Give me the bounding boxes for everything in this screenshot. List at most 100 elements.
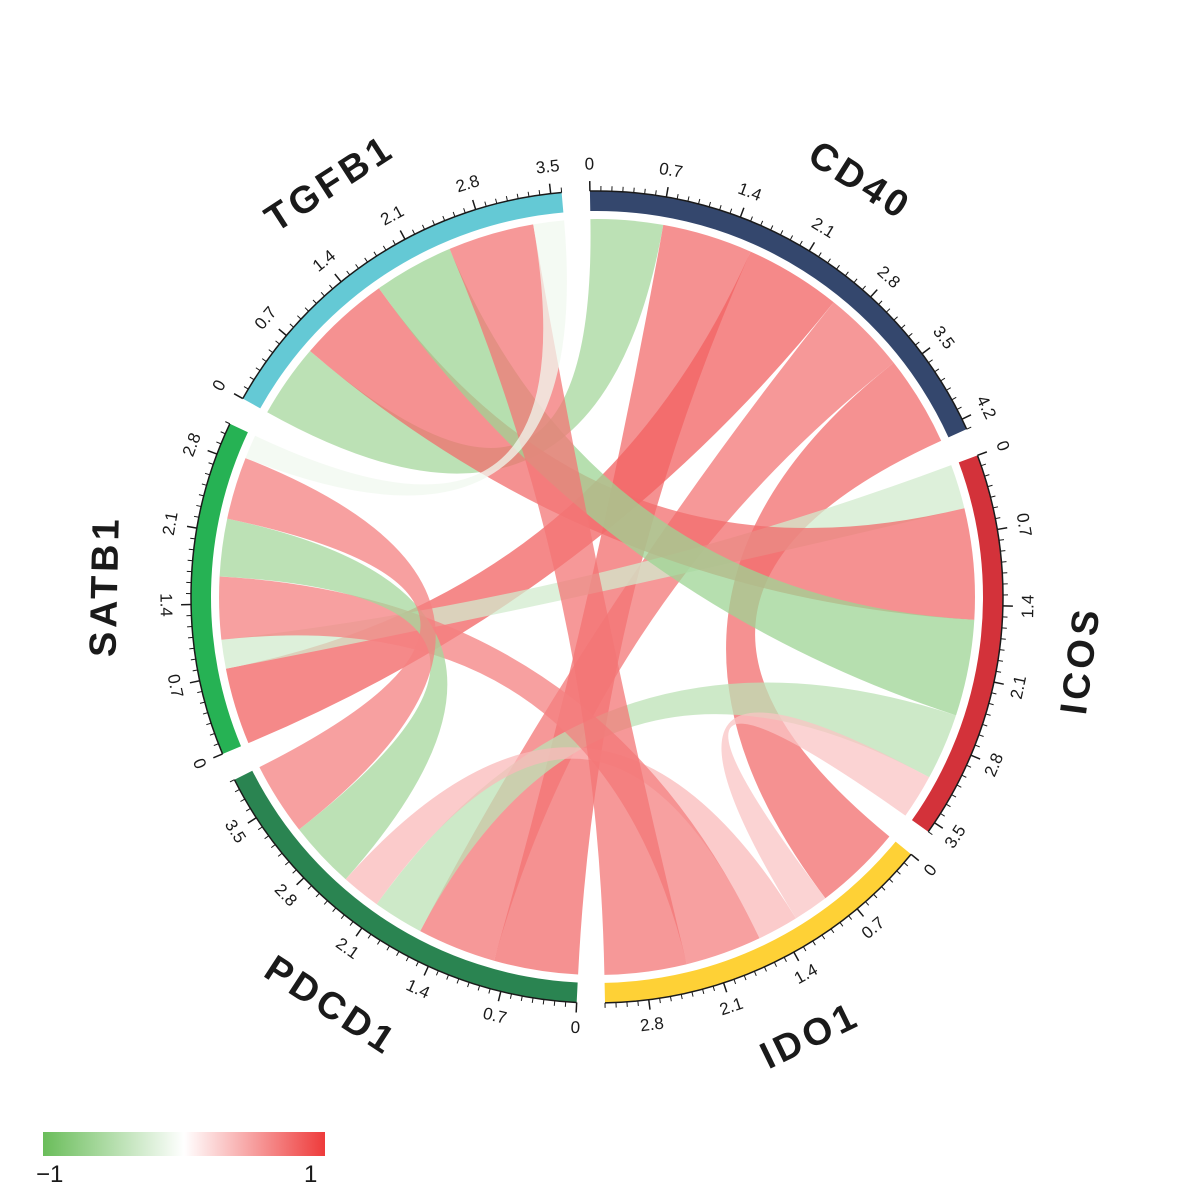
minor-tick (456, 978, 460, 984)
legend-gradient-bar (43, 1132, 325, 1156)
minor-tick (349, 921, 354, 926)
minor-tick (966, 764, 972, 768)
minor-tick (234, 788, 240, 793)
major-tick (970, 754, 981, 760)
tick-label-tgfb1-2: 1.4 (309, 246, 339, 276)
sector-band-icos (911, 455, 1003, 832)
minor-tick (202, 712, 208, 715)
minor-tick (245, 808, 251, 812)
major-tick (961, 414, 972, 420)
minor-tick (531, 997, 534, 1003)
tick-label-icos-5: 3.5 (941, 822, 970, 852)
minor-tick (844, 271, 849, 277)
minor-tick (190, 537, 196, 540)
tick-label-ido1-2: 1.4 (791, 960, 821, 988)
minor-tick (257, 826, 263, 831)
minor-tick (509, 993, 512, 999)
major-tick (207, 449, 218, 455)
minor-tick (495, 198, 498, 204)
sector-axis-ido1 (604, 853, 912, 1004)
minor-tick (780, 230, 784, 236)
minor-tick (799, 240, 803, 246)
minor-tick (893, 316, 898, 321)
minor-tick (320, 292, 325, 297)
minor-tick (432, 220, 436, 226)
major-tick (648, 999, 651, 1010)
minor-tick (304, 307, 309, 312)
minor-tick (946, 387, 951, 391)
sector-label-pdcd1: PDCD1 (257, 948, 405, 1064)
minor-tick (197, 690, 203, 694)
major-tick (296, 877, 305, 886)
tick-label-ido1-0: 0 (920, 860, 941, 879)
minor-tick (853, 278, 858, 283)
minor-tick (881, 886, 886, 891)
minor-tick (915, 341, 920, 346)
minor-tick (307, 885, 312, 890)
minor-tick (196, 504, 202, 508)
minor-tick (996, 670, 1002, 673)
major-tick (471, 199, 477, 210)
tick-label-tgfb1-0: 0 (209, 377, 230, 395)
minor-tick (956, 406, 962, 410)
minor-tick (830, 928, 835, 934)
minor-tick (484, 201, 487, 207)
minor-tick (329, 284, 334, 290)
minor-tick (729, 208, 733, 214)
minor-tick (520, 995, 523, 1002)
tick-label-cd40-6: 4.2 (973, 393, 1000, 423)
chord-link-pdcd1-satb1-13 (219, 518, 448, 880)
minor-tick (198, 494, 204, 497)
tick-label-satb1-0: 0 (189, 756, 210, 772)
minor-tick (225, 421, 231, 425)
sector-axis-cd40 (589, 190, 968, 430)
minor-tick (312, 299, 317, 304)
minor-tick (364, 257, 368, 263)
minor-tick (827, 258, 831, 264)
minor-tick (644, 188, 646, 194)
minor-tick (340, 914, 345, 920)
major-tick (423, 965, 430, 976)
minor-tick (712, 985, 715, 991)
minor-tick (956, 784, 962, 788)
tick-label-tgfb1-3: 2.1 (377, 202, 407, 230)
minor-tick (240, 798, 246, 802)
minor-tick (998, 539, 1005, 541)
major-tick (869, 289, 878, 298)
minor-tick (396, 951, 400, 957)
minor-tick (463, 208, 466, 214)
minor-tick (984, 474, 990, 477)
minor-tick (896, 870, 901, 875)
minor-tick (698, 198, 701, 205)
tick-label-satb1-1: 0.7 (164, 672, 187, 699)
minor-tick (538, 190, 541, 196)
minor-tick (412, 229, 416, 235)
minor-tick (770, 225, 774, 231)
minor-tick (199, 701, 205, 704)
minor-tick (270, 844, 276, 849)
minor-tick (676, 193, 679, 200)
tick-label-cd40-1: 0.7 (658, 159, 685, 182)
major-tick (189, 680, 200, 684)
minor-tick (789, 235, 794, 241)
minor-tick (261, 358, 267, 362)
sector-band-tgfb1 (242, 192, 564, 409)
minor-tick (873, 893, 878, 899)
minor-tick (655, 190, 657, 196)
minor-tick (229, 779, 235, 783)
minor-tick (951, 794, 957, 798)
tick-label-ido1-3: 2.1 (717, 994, 745, 1019)
minor-tick (190, 658, 196, 661)
minor-tick (878, 300, 883, 305)
minor-tick (961, 774, 967, 778)
minor-tick (268, 349, 274, 354)
minor-tick (435, 970, 439, 976)
minor-tick (908, 332, 913, 337)
minor-tick (927, 831, 933, 836)
tick-label-ido1-4: 2.8 (639, 1014, 665, 1036)
minor-tick (315, 892, 320, 898)
chord-links (219, 219, 975, 975)
minor-tick (405, 956, 410, 962)
minor-tick (750, 216, 753, 222)
tick-label-tgfb1-4: 2.8 (453, 171, 481, 196)
